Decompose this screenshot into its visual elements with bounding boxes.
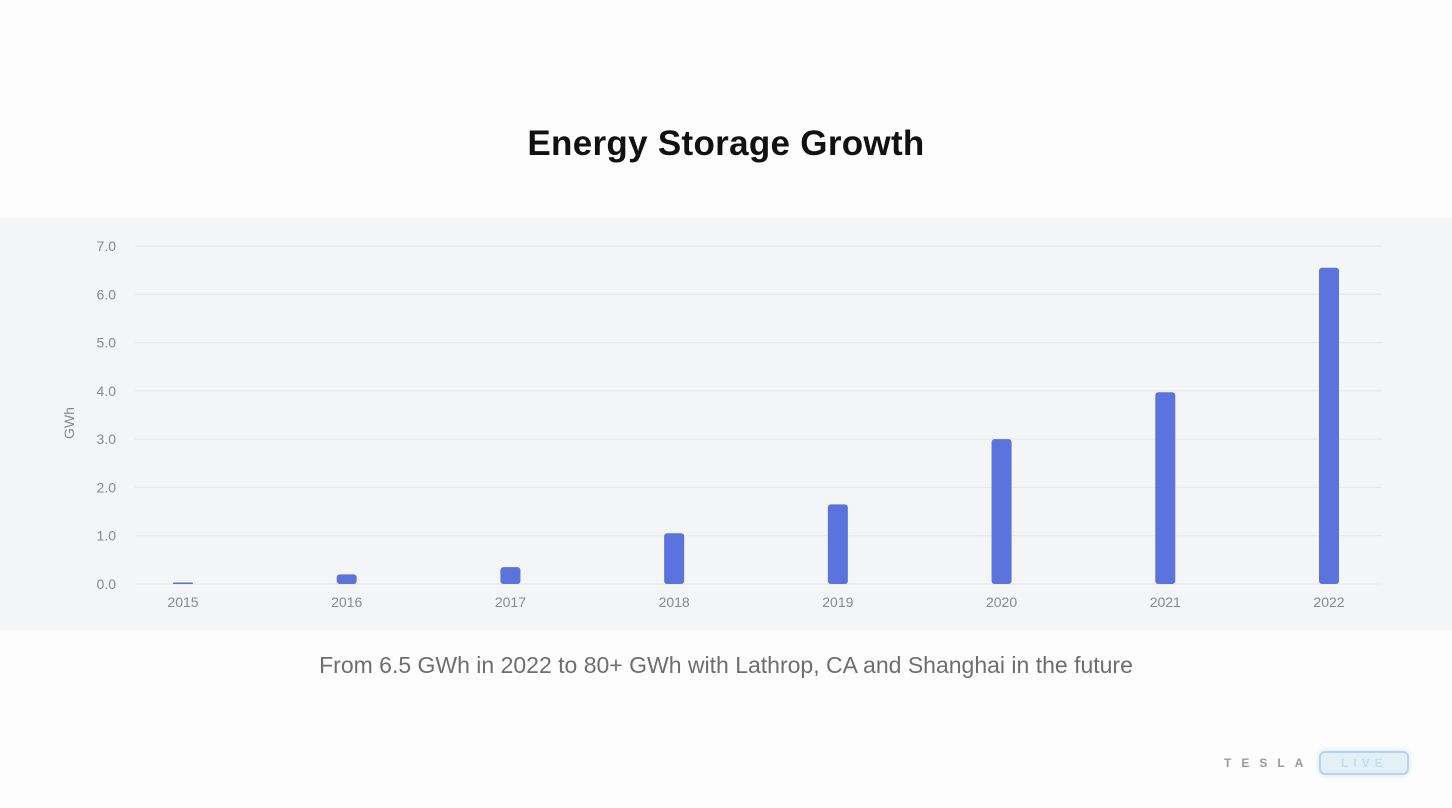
y-tick-label: 1.0 bbox=[97, 528, 117, 544]
x-tick-label: 2019 bbox=[822, 594, 853, 610]
chart-panel: 0.0 1.0 2.0 3.0 4.0 5.0 6.0 7.0 2015 2016 2017 201… bbox=[0, 218, 1452, 630]
gridlines bbox=[135, 245, 1382, 585]
x-tick-label: 2020 bbox=[986, 594, 1017, 610]
bar-2019 bbox=[827, 504, 848, 584]
x-axis-ticks: 2015 2016 2017 2018 2019 2020 2021 2022 bbox=[167, 594, 1344, 610]
brand-wordmark: TESLA bbox=[1224, 756, 1314, 770]
bar-chart: 0.01.02.03.04.05.06.07.0 2015 2016 2017 201… bbox=[61, 238, 1382, 610]
bar-2022 bbox=[1319, 267, 1339, 584]
y-tick-label: 3.0 bbox=[97, 431, 117, 447]
x-tick-label: 2022 bbox=[1313, 594, 1344, 610]
bar-2018 bbox=[664, 533, 685, 584]
bar-2016 bbox=[336, 574, 357, 584]
y-tick-label: 5.0 bbox=[97, 335, 117, 351]
bar-2015 bbox=[173, 582, 193, 584]
y-tick-label: 2.0 bbox=[97, 479, 117, 495]
y-tick-label: 6.0 bbox=[97, 286, 117, 302]
y-tick-label: 4.0 bbox=[97, 383, 117, 399]
bar-2021 bbox=[1155, 392, 1176, 584]
y-axis-ticks: 0.0 1.0 2.0 3.0 4.0 5.0 6.0 7.0 bbox=[97, 238, 117, 592]
bars bbox=[173, 267, 1339, 584]
x-tick-label: 2015 bbox=[167, 594, 198, 610]
live-badge: LIVE bbox=[1319, 751, 1410, 775]
x-tick-label: 2018 bbox=[659, 594, 690, 610]
x-tick-label: 2017 bbox=[495, 594, 526, 610]
slide-caption: From 6.5 GWh in 2022 to 80+ GWh with Lat… bbox=[319, 652, 1133, 678]
y-tick-label: 0.0 bbox=[97, 576, 117, 592]
x-tick-label: 2021 bbox=[1150, 594, 1181, 610]
x-tick-label: 2016 bbox=[331, 594, 362, 610]
y-axis-label: GWh bbox=[61, 407, 77, 439]
bar-2020 bbox=[991, 439, 1012, 584]
y-tick-label: 7.0 bbox=[97, 238, 117, 254]
slide-title: Energy Storage Growth bbox=[527, 124, 925, 163]
bar-2017 bbox=[500, 567, 521, 584]
brand-logo: TESLA LIVE bbox=[1224, 751, 1410, 775]
